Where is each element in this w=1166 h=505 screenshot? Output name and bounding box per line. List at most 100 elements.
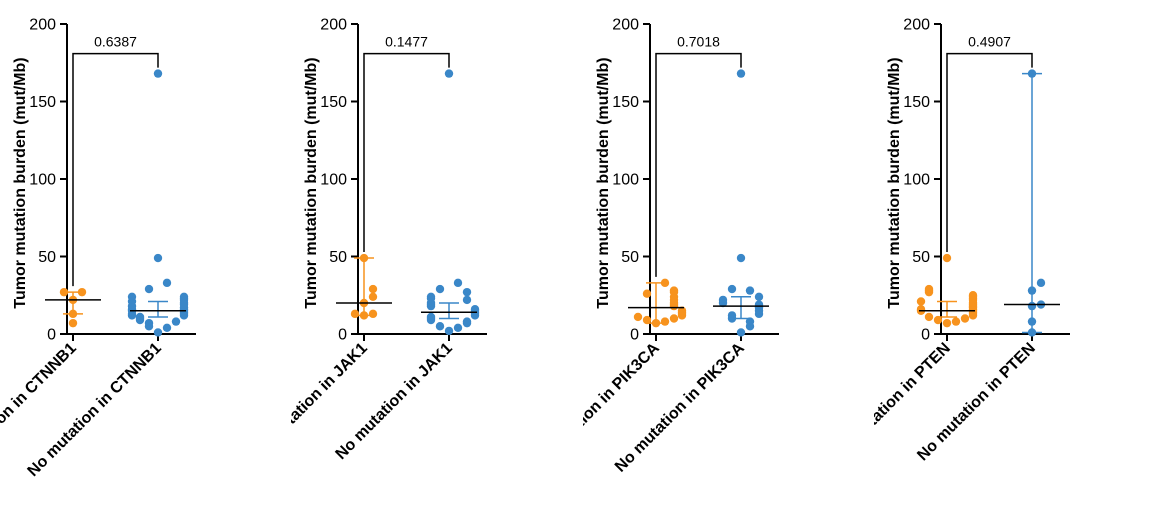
- data-point: [916, 305, 926, 314]
- chart-svg: 0 50 100 150 200 Tumor mutation burden (mut/M…: [0, 17, 196, 480]
- data-point: [745, 317, 755, 326]
- chart-svg: 0 50 100 150 200 Tumor mutation burden (mut/M…: [874, 17, 1070, 464]
- y-tick-label: 200: [903, 17, 930, 34]
- y-axis-label: Tumor mutation burden (mut/Mb): [12, 57, 29, 308]
- y-tick-label: 50: [38, 249, 56, 266]
- data-point: [462, 295, 472, 305]
- data-point: [942, 253, 952, 263]
- y-axis-label: Tumor mutation burden (mut/Mb): [886, 57, 903, 308]
- data-point: [1027, 286, 1037, 295]
- data-point: [368, 292, 378, 301]
- y-tick-label: 0: [630, 327, 639, 344]
- p-value-label: 0.4907: [968, 34, 1011, 50]
- y-tick-label: 200: [29, 17, 56, 34]
- data-point: [1027, 301, 1037, 311]
- data-point: [153, 328, 163, 337]
- data-point: [368, 309, 378, 319]
- data-point: [453, 323, 463, 332]
- data-point: [642, 315, 652, 325]
- data-point: [162, 323, 172, 332]
- data-point: [77, 287, 87, 297]
- y-axis-label: Tumor mutation burden (mut/Mb): [595, 57, 612, 308]
- data-point: [916, 297, 926, 306]
- data-point: [633, 312, 643, 322]
- data-point: [68, 309, 78, 319]
- data-point: [350, 309, 360, 319]
- data-point: [435, 322, 445, 331]
- data-point: [426, 312, 436, 322]
- data-point: [368, 284, 378, 294]
- data-point: [144, 284, 154, 294]
- y-tick-label: 50: [329, 249, 347, 266]
- data-point: [1027, 317, 1037, 326]
- p-value-label: 0.6387: [94, 34, 137, 50]
- chart-panel-2: 0 50 100 150 200 Tumor mutation burden (mut/M…: [291, 0, 582, 505]
- p-value-label: 0.1477: [385, 34, 428, 50]
- y-tick-label: 150: [612, 94, 639, 111]
- data-point: [745, 286, 755, 295]
- data-point: [968, 291, 978, 300]
- data-point: [677, 306, 687, 315]
- data-point: [426, 292, 436, 301]
- y-tick-label: 200: [612, 17, 639, 34]
- y-tick-label: 50: [912, 249, 930, 266]
- data-point: [435, 284, 445, 294]
- y-axis-label: Tumor mutation burden (mut/Mb): [303, 57, 320, 308]
- data-point: [68, 318, 78, 328]
- data-point: [59, 287, 69, 297]
- chart-panel-4: 0 50 100 150 200 Tumor mutation burden (mut/M…: [874, 0, 1165, 505]
- data-point: [470, 305, 480, 314]
- data-point: [960, 314, 970, 323]
- data-point: [736, 253, 746, 263]
- y-tick-label: 100: [320, 172, 347, 189]
- y-tick-label: 150: [320, 94, 347, 111]
- data-point: [754, 292, 764, 301]
- data-point: [153, 69, 163, 78]
- y-tick-label: 0: [338, 327, 347, 344]
- data-point: [942, 318, 952, 328]
- data-point: [1027, 69, 1037, 78]
- data-point: [171, 317, 181, 326]
- y-tick-label: 0: [921, 327, 930, 344]
- data-point: [444, 326, 454, 336]
- data-point: [135, 312, 145, 322]
- chart-svg: 0 50 100 150 200 Tumor mutation burden (mut/M…: [583, 17, 779, 476]
- y-tick-label: 200: [320, 17, 347, 34]
- significance-bracket: [363, 52, 450, 253]
- data-point: [651, 318, 661, 328]
- data-point: [162, 278, 172, 288]
- data-point: [924, 284, 934, 294]
- significance-bracket: [72, 52, 159, 287]
- data-point: [718, 295, 728, 305]
- y-tick-label: 100: [29, 172, 56, 189]
- data-point: [754, 300, 764, 309]
- data-point: [1036, 278, 1046, 288]
- data-point: [179, 292, 189, 301]
- data-point: [727, 284, 737, 294]
- data-point: [933, 315, 943, 325]
- data-point: [727, 311, 737, 320]
- y-tick-label: 100: [612, 172, 639, 189]
- data-point: [153, 253, 163, 263]
- data-point: [951, 317, 961, 326]
- significance-bracket: [655, 52, 742, 277]
- data-point: [660, 317, 670, 326]
- chart-panel-1: 0 50 100 150 200 Tumor mutation burden (mut/M…: [0, 0, 291, 505]
- chart-svg: 0 50 100 150 200 Tumor mutation burden (mut/M…: [291, 17, 487, 463]
- data-point: [359, 253, 369, 263]
- data-point: [736, 328, 746, 337]
- data-point: [669, 314, 679, 323]
- data-point: [453, 278, 463, 288]
- y-tick-label: 0: [47, 327, 56, 344]
- data-point: [669, 286, 679, 295]
- data-point: [462, 287, 472, 297]
- y-tick-label: 150: [29, 94, 56, 111]
- y-tick-label: 150: [903, 94, 930, 111]
- data-point: [462, 317, 472, 326]
- data-point: [1027, 328, 1037, 337]
- data-point: [127, 292, 137, 301]
- chart-panel-3: 0 50 100 150 200 Tumor mutation burden (mut/M…: [583, 0, 874, 505]
- y-tick-label: 50: [621, 249, 639, 266]
- data-point: [736, 69, 746, 78]
